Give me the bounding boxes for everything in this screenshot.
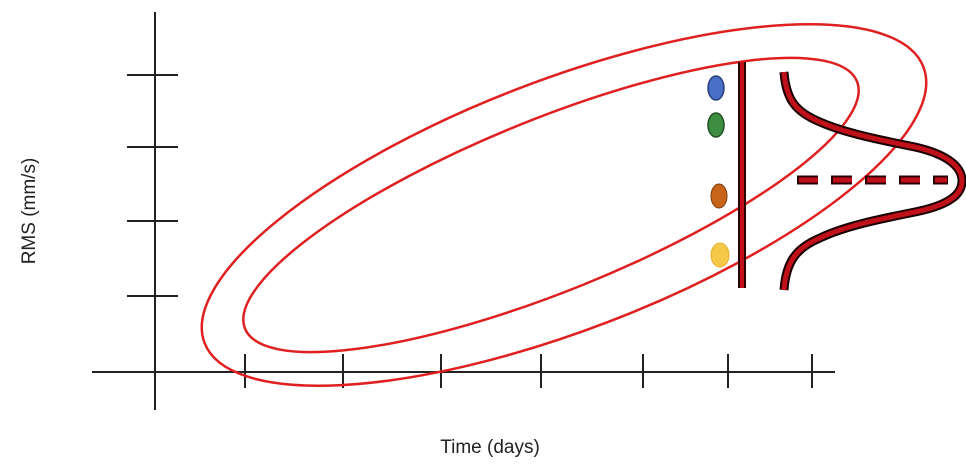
measurement-point-green	[707, 112, 725, 138]
inner-ellipse	[242, 56, 860, 354]
measurement-point-yellow	[710, 242, 730, 268]
confidence-band	[200, 23, 928, 387]
y-ticks	[127, 74, 178, 297]
outer-ellipse	[200, 23, 928, 387]
measurement-point-orange	[710, 183, 728, 209]
measurement-point-blue	[707, 75, 725, 101]
y-axis-label: RMS (mm/s)	[19, 157, 40, 265]
measurement-points	[707, 75, 730, 268]
distribution-curve	[779, 71, 966, 291]
axes	[92, 12, 835, 410]
x-axis-label: Time (days)	[440, 437, 540, 458]
